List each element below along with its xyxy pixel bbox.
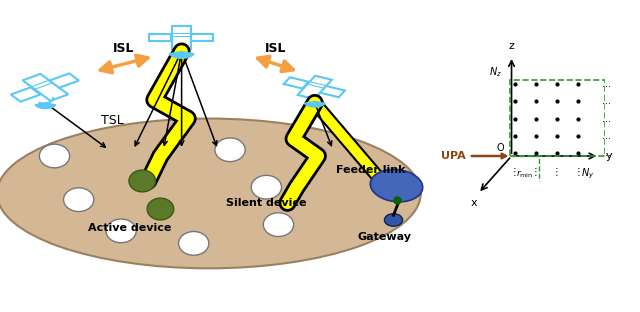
Ellipse shape — [263, 213, 294, 236]
Text: ⋮: ⋮ — [509, 167, 520, 177]
Wedge shape — [305, 101, 325, 107]
Bar — [191, 33, 213, 41]
Ellipse shape — [129, 170, 156, 192]
Ellipse shape — [147, 198, 173, 220]
Text: Active device: Active device — [88, 223, 172, 233]
Bar — [49, 73, 79, 88]
Text: Feeder link: Feeder link — [336, 165, 406, 175]
Bar — [320, 86, 345, 97]
Bar — [298, 76, 332, 99]
Ellipse shape — [39, 144, 70, 168]
Text: ...: ... — [602, 148, 611, 158]
Text: Gateway: Gateway — [357, 232, 412, 242]
Bar — [22, 74, 68, 101]
Text: ...: ... — [602, 96, 611, 106]
Text: y: y — [605, 151, 612, 161]
Bar — [172, 26, 191, 49]
Ellipse shape — [0, 119, 420, 268]
Text: TSL: TSL — [100, 114, 124, 127]
Text: ⋮: ⋮ — [637, 167, 640, 177]
Wedge shape — [169, 51, 194, 58]
Text: ...: ... — [602, 79, 611, 89]
Text: $N_y$: $N_y$ — [580, 167, 594, 181]
Ellipse shape — [215, 138, 245, 162]
Text: $r_{\rm min}$: $r_{\rm min}$ — [516, 168, 533, 180]
Ellipse shape — [179, 232, 209, 255]
Bar — [149, 33, 171, 41]
Text: z: z — [509, 41, 515, 51]
Text: $N_z$: $N_z$ — [490, 65, 502, 79]
Text: x: x — [470, 198, 477, 208]
Text: O: O — [497, 143, 504, 153]
Ellipse shape — [106, 219, 136, 243]
Ellipse shape — [385, 214, 403, 226]
Ellipse shape — [63, 188, 94, 212]
Bar — [509, 80, 605, 156]
Text: ⋮: ⋮ — [531, 167, 541, 177]
Bar — [11, 87, 40, 102]
Text: ISL: ISL — [265, 41, 286, 55]
Text: ...: ... — [602, 114, 611, 124]
Text: UPA: UPA — [442, 151, 506, 161]
Text: ...: ... — [602, 131, 611, 141]
Text: ISL: ISL — [113, 41, 135, 55]
Bar — [284, 77, 308, 89]
Ellipse shape — [252, 175, 282, 199]
Text: Silent device: Silent device — [226, 198, 307, 208]
Ellipse shape — [371, 173, 411, 199]
Ellipse shape — [371, 169, 422, 202]
Text: ⋮: ⋮ — [573, 167, 583, 177]
Wedge shape — [35, 103, 56, 109]
Text: ⋮: ⋮ — [552, 167, 562, 177]
